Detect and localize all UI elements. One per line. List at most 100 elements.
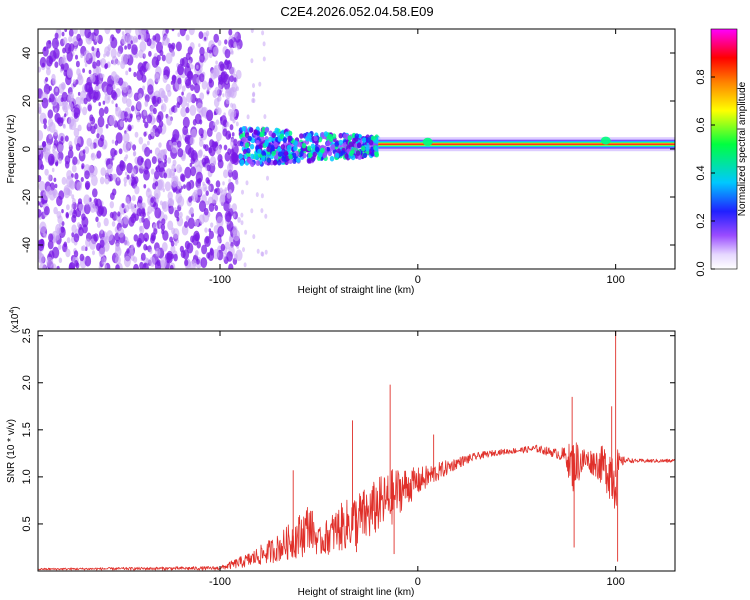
noise-speckle	[167, 89, 172, 97]
noise-speckle	[139, 217, 143, 224]
noise-speckle	[156, 96, 162, 104]
noise-speckle	[85, 238, 91, 247]
noise-speckle	[54, 61, 59, 68]
noise-speckle	[172, 172, 175, 177]
noise-speckle	[154, 170, 160, 180]
noise-speckle	[152, 107, 157, 115]
noise-speckle	[72, 198, 76, 205]
noise-speckle	[43, 233, 47, 239]
noise-speckle	[75, 143, 81, 151]
noise-speckle	[131, 168, 137, 177]
noise-speckle	[190, 128, 197, 139]
noise-speckle	[89, 201, 93, 208]
noise-speckle	[104, 175, 110, 185]
noise-speckle	[150, 232, 156, 242]
noise-speckle	[131, 176, 137, 186]
noise-speckle	[187, 147, 195, 158]
transition-blob	[249, 127, 254, 133]
noise-speckle	[223, 144, 228, 151]
snr-y-ticks: 0.5 1.0 1.5 2.0 2.5	[21, 328, 675, 532]
noise-speckle	[76, 68, 81, 76]
noise-speckle	[199, 92, 205, 101]
y-tick-label: -20	[21, 189, 33, 205]
noise-speckle	[47, 109, 54, 119]
noise-speckle	[84, 62, 88, 67]
x-tick-label: 0	[415, 274, 421, 286]
noise-speckle	[195, 97, 198, 102]
noise-speckle	[171, 176, 178, 188]
transition-blob	[245, 142, 250, 148]
noise-speckle	[45, 142, 51, 151]
noise-speckle	[66, 188, 71, 195]
noise-speckle	[224, 48, 231, 59]
noise-speckle	[189, 207, 194, 215]
noise-speckle	[54, 108, 58, 113]
noise-speckle	[150, 168, 155, 175]
noise-speckle	[232, 213, 236, 219]
noise-speckle	[193, 83, 201, 94]
noise-speckle	[260, 208, 264, 214]
y-tick-label: 1.5	[21, 422, 33, 437]
noise-speckle	[38, 209, 42, 218]
transition-blob	[299, 150, 304, 157]
noise-speckle	[124, 29, 132, 36]
noise-speckle	[115, 255, 121, 265]
noise-speckle	[154, 260, 162, 269]
x-tick-label: 100	[606, 576, 624, 588]
noise-speckle	[39, 221, 47, 234]
noise-speckle	[190, 84, 195, 91]
noise-speckle	[171, 29, 175, 32]
transition-blob	[293, 145, 298, 152]
transition-blob	[336, 148, 341, 154]
noise-speckle	[149, 256, 156, 267]
noise-speckle	[130, 105, 135, 112]
spectrogram-y-label: Frequency (Hz)	[6, 115, 17, 184]
noise-speckle	[208, 79, 214, 88]
noise-speckle	[55, 161, 59, 167]
noise-speckle	[89, 142, 95, 150]
noise-speckle	[217, 237, 221, 243]
transition-blob	[253, 129, 258, 135]
noise-speckle	[205, 236, 210, 244]
noise-speckle	[228, 263, 234, 269]
noise-speckle	[46, 55, 53, 67]
noise-speckle	[56, 265, 60, 269]
noise-speckle	[144, 100, 149, 107]
noise-speckle	[164, 181, 171, 192]
noise-speckle	[175, 192, 183, 204]
noise-speckle	[65, 248, 71, 258]
noise-speckle	[204, 144, 209, 152]
noise-speckle	[222, 181, 225, 186]
transition-blob	[307, 145, 312, 152]
noise-speckle	[132, 35, 138, 43]
noise-speckle	[98, 102, 101, 107]
noise-speckle	[53, 206, 58, 215]
noise-speckle	[187, 70, 193, 80]
transition-blob	[277, 151, 283, 157]
transition-blob	[312, 151, 317, 158]
noise-speckle	[134, 131, 139, 138]
noise-speckle	[43, 123, 47, 130]
noise-speckle	[42, 46, 49, 57]
noise-speckle	[189, 104, 197, 116]
noise-speckle	[208, 145, 216, 157]
noise-speckle	[127, 201, 133, 210]
noise-speckle	[98, 247, 105, 258]
noise-speckle	[68, 102, 74, 110]
noise-speckle	[96, 59, 101, 67]
noise-speckle	[51, 37, 59, 49]
noise-speckle	[233, 253, 238, 260]
snr-panel: -100 0 100 0.5 1.0 1.5 2.0 2.5 Height of strai…	[6, 306, 676, 598]
noise-speckle	[121, 31, 125, 36]
noise-speckle	[229, 66, 236, 76]
noise-speckle	[206, 164, 211, 172]
noise-speckle	[79, 181, 83, 186]
colorbar-tick-label: 0.2	[695, 213, 707, 228]
noise-speckle	[231, 132, 235, 137]
snr-x-ticks: -100 0 100	[209, 331, 625, 588]
noise-speckle	[125, 70, 129, 76]
noise-speckle	[58, 257, 63, 264]
noise-speckle	[104, 264, 108, 269]
noise-speckle	[51, 73, 56, 82]
noise-speckle	[220, 71, 228, 83]
